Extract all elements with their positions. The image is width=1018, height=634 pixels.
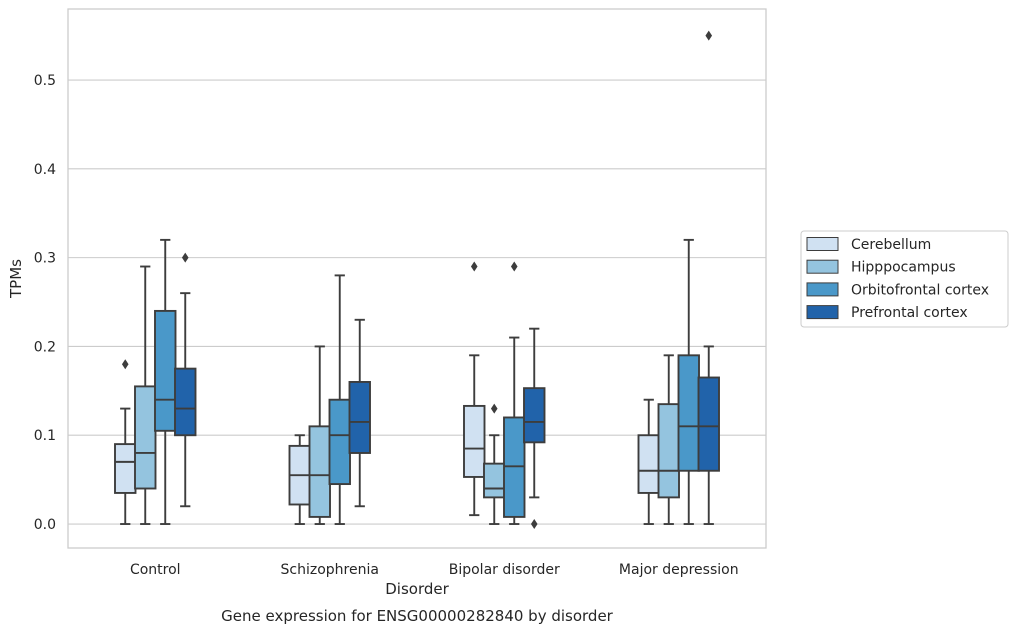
legend-label: Cerebellum	[851, 237, 931, 253]
x-axis-label: Disorder	[385, 580, 449, 598]
box-2-0	[463, 261, 486, 517]
y-tick-labels: 0.0 0.1 0.2 0.3 0.4 0.5	[34, 73, 56, 533]
box-iqr	[154, 309, 177, 432]
x-tick-label: Control	[130, 562, 181, 578]
box-2-1	[483, 403, 506, 525]
box-3-3	[697, 30, 720, 525]
outlier-point	[705, 30, 713, 41]
legend-swatch	[806, 282, 839, 297]
box-iqr	[637, 434, 660, 494]
legend-swatch	[806, 259, 839, 274]
box-0-1	[134, 265, 157, 525]
box-iqr	[114, 443, 137, 494]
outlier-point	[121, 359, 129, 370]
legend-label: Prefrontal cortex	[851, 305, 968, 321]
box-3-0	[637, 398, 660, 525]
legend-swatch	[806, 237, 839, 251]
y-tick-label: 0.4	[34, 162, 56, 178]
x-tick-labels: Control Schizophrenia Bipolar disorder Majo…	[130, 562, 739, 578]
x-tick-label: Major depression	[619, 562, 739, 578]
box-0-3	[174, 252, 197, 508]
outlier-point	[510, 261, 518, 272]
legend-label: Orbitofrontal cortex	[851, 282, 989, 298]
outlier-point	[530, 519, 538, 530]
y-tick-label: 0.3	[34, 251, 56, 267]
box-iqr	[523, 387, 546, 444]
y-tick-label: 0.5	[34, 73, 56, 89]
legend-frame	[800, 230, 1009, 328]
chart-caption: Gene expression for ENSG00000282840 by d…	[221, 607, 614, 625]
box-iqr	[134, 385, 157, 490]
box-2-2	[503, 261, 526, 525]
box-iqr	[308, 425, 331, 518]
box-iqr	[697, 376, 720, 472]
legend-swatch	[806, 305, 839, 320]
box-1-1	[308, 345, 331, 525]
box-iqr	[174, 367, 197, 437]
legend-label: Hipppocampus	[851, 260, 956, 276]
legend: Cerebellum Hipppocampus Orbitofrontal cort…	[800, 230, 1009, 328]
plot-frame	[67, 8, 767, 549]
x-tick-label: Bipolar disorder	[449, 562, 560, 578]
box-2-3	[523, 327, 546, 530]
y-tick-label: 0.1	[34, 428, 56, 444]
box-1-3	[348, 318, 371, 508]
y-axis-label: TPMs	[7, 259, 25, 299]
outlier-point	[490, 403, 498, 414]
outlier-point	[470, 261, 478, 272]
box-iqr	[328, 398, 351, 486]
box-0-0	[114, 359, 137, 525]
x-tick-label: Schizophrenia	[281, 562, 379, 578]
y-tick-label: 0.2	[34, 339, 56, 355]
outlier-point	[181, 252, 189, 263]
box-groups	[114, 30, 720, 530]
box-iqr	[483, 462, 506, 499]
box-iqr	[657, 403, 680, 499]
box-3-1	[657, 354, 680, 525]
y-tick-label: 0.0	[34, 517, 56, 533]
box-iqr	[348, 380, 371, 454]
box-iqr	[463, 404, 486, 478]
box-iqr	[677, 354, 700, 472]
